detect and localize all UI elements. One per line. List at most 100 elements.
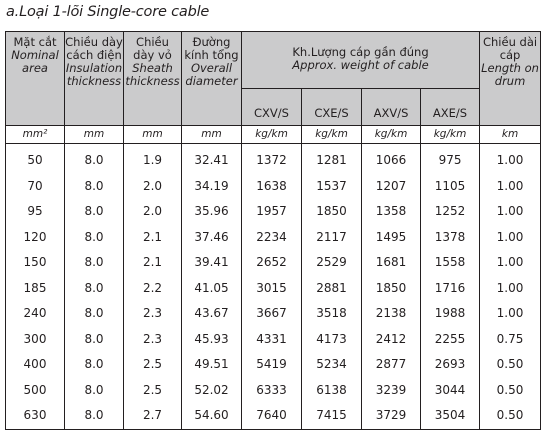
- header-cxv-s: CXV/S: [241, 88, 302, 126]
- cell-diameter: 52.02: [181, 377, 242, 403]
- unit-cell: km: [479, 125, 542, 144]
- cell-sheath: 2.5: [123, 377, 182, 403]
- cell-cxv-s: 4331: [241, 326, 302, 352]
- header-en-label: Approx. weight of cable: [292, 58, 429, 72]
- header-vi-label: Đường kính tổng: [184, 35, 239, 62]
- unit-cell: kg/km: [241, 125, 302, 144]
- cell-axe-s: 1988: [419, 301, 481, 327]
- cell-nominal-area: 50: [5, 148, 65, 174]
- table-row: 400 8.0 2.5 49.51 5419 5234 2877 2693 0.50: [5, 352, 542, 378]
- cell-axe-s: 975: [419, 148, 481, 174]
- table-row: 630 8.0 2.7 54.60 7640 7415 3729 3504 0.50: [5, 403, 542, 430]
- cell-axe-s: 1252: [419, 199, 481, 225]
- unit-cell: mm: [64, 125, 124, 144]
- table-row: 185 8.0 2.2 41.05 3015 2881 1850 1716 1.00: [5, 275, 542, 301]
- cell-axv-s: 1681: [361, 250, 421, 276]
- cell-axe-s: 3044: [419, 377, 481, 403]
- cell-drum-length: 1.00: [479, 199, 542, 225]
- cell-cxe-s: 7415: [301, 403, 362, 430]
- cell-cxv-s: 1638: [241, 173, 302, 199]
- header-axv-s: AXV/S: [361, 88, 421, 126]
- cell-axe-s: 1105: [419, 173, 481, 199]
- unit-cell: mm²: [5, 125, 65, 144]
- cell-cxv-s: 1372: [241, 148, 302, 174]
- cell-insulation: 8.0: [64, 148, 124, 174]
- cell-drum-length: 0.50: [479, 403, 542, 430]
- unit-cell: mm: [181, 125, 242, 144]
- table-title: a.Loại 1-lõi Single-core cable: [6, 4, 210, 20]
- cell-axe-s: 1558: [419, 250, 481, 276]
- cell-diameter: 54.60: [181, 403, 242, 430]
- header-sheath-thickness: Chiều dày vỏ Sheath thickness: [123, 31, 182, 126]
- cell-diameter: 34.19: [181, 173, 242, 199]
- cell-insulation: 8.0: [64, 301, 124, 327]
- cell-axv-s: 1358: [361, 199, 421, 225]
- unit-cell: mm: [123, 125, 182, 144]
- cell-diameter: 39.41: [181, 250, 242, 276]
- cell-sheath: 2.0: [123, 173, 182, 199]
- cell-axv-s: 2877: [361, 352, 421, 378]
- header-axe-s: AXE/S: [419, 88, 481, 126]
- header-vi-label: Kh.Lượng cáp gần đúng: [292, 45, 429, 59]
- table-row: 150 8.0 2.1 39.41 2652 2529 1681 1558 1.00: [5, 250, 542, 276]
- cell-cxv-s: 2234: [241, 224, 302, 250]
- header-approx-weight: Kh.Lượng cáp gần đúng Approx. weight of …: [240, 31, 481, 89]
- spacer-cell: [479, 143, 542, 148]
- cell-nominal-area: 70: [5, 173, 65, 199]
- cell-axe-s: 1716: [419, 275, 481, 301]
- cell-insulation: 8.0: [64, 403, 124, 430]
- cell-cxe-s: 1850: [301, 199, 362, 225]
- header-vi-label: Mặt cắt: [13, 35, 57, 49]
- cell-axe-s: 2693: [419, 352, 481, 378]
- cell-sheath: 2.3: [123, 301, 182, 327]
- cell-cxv-s: 2652: [241, 250, 302, 276]
- cell-drum-length: 1.00: [479, 148, 542, 174]
- cell-drum-length: 0.50: [479, 352, 542, 378]
- cell-sheath: 2.0: [123, 199, 182, 225]
- cell-axv-s: 2412: [361, 326, 421, 352]
- cell-insulation: 8.0: [64, 250, 124, 276]
- cell-drum-length: 1.00: [479, 250, 542, 276]
- cell-insulation: 8.0: [64, 275, 124, 301]
- cell-insulation: 8.0: [64, 224, 124, 250]
- cell-nominal-area: 150: [5, 250, 65, 276]
- cell-diameter: 35.96: [181, 199, 242, 225]
- cell-sheath: 2.1: [123, 224, 182, 250]
- cell-sheath: 2.7: [123, 403, 182, 430]
- cell-cxe-s: 1281: [301, 148, 362, 174]
- header-en-label: Overall diameter: [185, 61, 238, 88]
- cell-nominal-area: 300: [5, 326, 65, 352]
- header-cxe-s: CXE/S: [301, 88, 362, 126]
- units-row: mm² mm mm mm kg/km kg/km kg/km kg/km km: [5, 125, 542, 144]
- cell-axv-s: 1207: [361, 173, 421, 199]
- cable-spec-table: Mặt cắt Nominal area Chiều dày cách điện…: [5, 31, 542, 430]
- table-row: 240 8.0 2.3 43.67 3667 3518 2138 1988 1.00: [5, 301, 542, 327]
- cell-cxv-s: 6333: [241, 377, 302, 403]
- cell-axe-s: 2255: [419, 326, 481, 352]
- cell-nominal-area: 240: [5, 301, 65, 327]
- cell-cxv-s: 7640: [241, 403, 302, 430]
- unit-cell: kg/km: [301, 125, 362, 144]
- cell-sheath: 2.2: [123, 275, 182, 301]
- cell-drum-length: 0.75: [479, 326, 542, 352]
- table-row: 500 8.0 2.5 52.02 6333 6138 3239 3044 0.50: [5, 377, 542, 403]
- cell-sheath: 2.3: [123, 326, 182, 352]
- cell-drum-length: 1.00: [479, 275, 542, 301]
- cell-axv-s: 1066: [361, 148, 421, 174]
- cell-cxe-s: 6138: [301, 377, 362, 403]
- cell-cxv-s: 3015: [241, 275, 302, 301]
- cell-cxv-s: 1957: [241, 199, 302, 225]
- cell-diameter: 49.51: [181, 352, 242, 378]
- cell-axe-s: 3504: [419, 403, 481, 430]
- cell-nominal-area: 500: [5, 377, 65, 403]
- cell-sheath: 2.1: [123, 250, 182, 276]
- cell-cxv-s: 5419: [241, 352, 302, 378]
- cell-diameter: 41.05: [181, 275, 242, 301]
- cell-diameter: 45.93: [181, 326, 242, 352]
- cell-nominal-area: 120: [5, 224, 65, 250]
- table-body: Mặt cắt Nominal area Chiều dày cách điện…: [5, 31, 542, 430]
- header-en-label: Insulation thickness: [65, 61, 123, 88]
- header-subrow: CXV/S CXE/S AXV/S AXE/S: [6, 88, 541, 126]
- cell-sheath: 2.5: [123, 352, 182, 378]
- cell-cxe-s: 3518: [301, 301, 362, 327]
